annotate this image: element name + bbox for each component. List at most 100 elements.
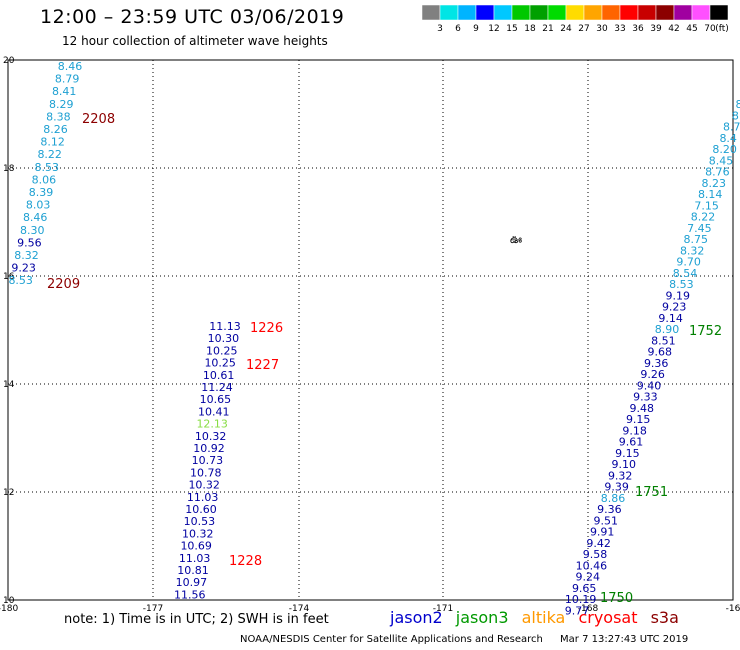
swh-value-1226: 10.97 bbox=[176, 576, 208, 589]
x-tick-label: -171 bbox=[433, 604, 453, 614]
legend-label: 15 bbox=[506, 24, 517, 34]
swh-value-1750: 9.10 bbox=[612, 458, 637, 471]
swh-value-1750: 8.75 bbox=[684, 233, 709, 246]
legend-swatch bbox=[655, 4, 675, 21]
legend-label: 39 bbox=[650, 24, 662, 34]
legend-label: 30 bbox=[596, 24, 608, 34]
swh-value-1750: 8.22 bbox=[691, 211, 716, 224]
swh-value-2208: 8.53 bbox=[8, 274, 33, 287]
swh-value-1750: 8.45 bbox=[709, 154, 734, 167]
swh-value-1750: 9.32 bbox=[608, 469, 633, 482]
legend-swatch bbox=[439, 4, 459, 21]
legend-swatch bbox=[475, 4, 495, 21]
swh-value-1226: 10.69 bbox=[180, 540, 212, 553]
legend-label: 24 bbox=[560, 24, 572, 34]
y-tick-label: 18 bbox=[3, 164, 15, 174]
swh-value-1226: 10.32 bbox=[182, 527, 214, 540]
swh-value-1226: 10.78 bbox=[190, 466, 222, 479]
legend-swatch bbox=[547, 4, 567, 21]
swh-value-1750: 9.40 bbox=[637, 379, 662, 392]
x-tick-label: -16 bbox=[726, 604, 740, 614]
swh-value-1226: 10.81 bbox=[177, 564, 209, 577]
swh-value-1750: 8.90 bbox=[655, 323, 680, 336]
credit-line: NOAA/NESDIS Center for Satellite Applica… bbox=[240, 634, 688, 645]
swh-value-1750: 7.45 bbox=[687, 222, 712, 235]
swh-value-1750: 9.19 bbox=[666, 289, 691, 302]
credit-text: NOAA/NESDIS Center for Satellite Applica… bbox=[240, 634, 543, 645]
legend-label: 42 bbox=[668, 24, 679, 34]
x-tick-label: -180 bbox=[0, 604, 18, 614]
swh-value-1226: 10.32 bbox=[188, 479, 220, 492]
x-tick-label: -168 bbox=[578, 604, 599, 614]
swh-value-1750: 8.7 bbox=[723, 121, 740, 134]
sat-jason2: jason2 bbox=[390, 608, 443, 627]
legend-swatch bbox=[565, 4, 585, 21]
sat-cryosat: cryosat bbox=[578, 608, 638, 627]
y-tick-label: 10 bbox=[3, 596, 15, 606]
time-label-1227: 1227 bbox=[246, 358, 279, 373]
swh-value-1750: 9.15 bbox=[615, 447, 640, 460]
legend-label: 27 bbox=[578, 24, 589, 34]
legend-label: 9 bbox=[473, 24, 479, 34]
swh-value-2208: 8.26 bbox=[43, 123, 68, 136]
swh-value-1226: 12.13 bbox=[196, 418, 228, 431]
swh-value-1750: 9.15 bbox=[626, 413, 651, 426]
swh-value-1750: 9.65 bbox=[572, 582, 597, 595]
swh-value-2208: 8.79 bbox=[55, 73, 80, 86]
chart-title: 12:00 – 23:59 UTC 03/06/2019 bbox=[40, 6, 345, 28]
swh-value-2208: 8.41 bbox=[52, 85, 77, 98]
swh-value-1750: 8.76 bbox=[705, 166, 730, 179]
y-tick-label: 20 bbox=[3, 56, 15, 66]
y-tick-label: 14 bbox=[3, 380, 15, 390]
legend-label: 6 bbox=[455, 24, 461, 34]
swh-value-1750: 9.33 bbox=[633, 391, 658, 404]
swh-value-1226: 10.92 bbox=[193, 442, 225, 455]
swh-value-1226: 11.56 bbox=[174, 588, 206, 601]
legend-label: 45 bbox=[686, 24, 697, 34]
swh-value-1750: 9.68 bbox=[648, 346, 673, 359]
swh-value-2208: 8.32 bbox=[14, 249, 39, 262]
swh-value-1750: 10.46 bbox=[576, 559, 608, 572]
plot-frame bbox=[7, 59, 734, 601]
island-marker: ఊ bbox=[510, 233, 522, 246]
swh-value-1750: 8.20 bbox=[712, 143, 737, 156]
time-label-2209: 2209 bbox=[47, 277, 80, 292]
swh-value-1226: 10.53 bbox=[184, 515, 216, 528]
swh-value-2208: 8.22 bbox=[37, 148, 62, 161]
satellite-legend: jason2 jason3 altika cryosat s3a bbox=[390, 608, 687, 627]
x-tick-label: -177 bbox=[143, 604, 163, 614]
swh-value-1226: 10.32 bbox=[195, 430, 227, 443]
swh-value-1750: 9.48 bbox=[630, 402, 655, 415]
swh-value-1750: 8.32 bbox=[680, 244, 705, 257]
swh-value-1226: 11.24 bbox=[201, 381, 233, 394]
legend-swatch bbox=[601, 4, 621, 21]
swh-value-2208: 8.46 bbox=[58, 60, 83, 73]
swh-value-2208: 8.12 bbox=[40, 136, 65, 149]
time-label-1751: 1751 bbox=[635, 485, 668, 500]
swh-value-1226: 10.73 bbox=[192, 454, 224, 467]
swh-value-1226: 10.30 bbox=[208, 332, 240, 345]
swh-value-1226: 11.13 bbox=[209, 320, 241, 333]
swh-value-1750: 9.58 bbox=[583, 548, 608, 561]
swh-value-1750: 9.14 bbox=[658, 312, 683, 325]
swh-value-1750: 8.54 bbox=[673, 267, 698, 280]
time-label-1226: 1226 bbox=[250, 321, 283, 336]
swh-value-2208: 8.30 bbox=[20, 224, 45, 237]
swh-value-1750: 8.23 bbox=[702, 177, 727, 190]
swh-value-2208: 8.53 bbox=[35, 161, 60, 174]
time-label-1750: 1750 bbox=[600, 591, 633, 606]
swh-value-1226: 11.03 bbox=[179, 552, 211, 565]
legend-swatch bbox=[583, 4, 603, 21]
sat-s3a: s3a bbox=[650, 608, 679, 627]
swh-value-1750: 8.14 bbox=[698, 188, 723, 201]
legend-label: 36 bbox=[632, 24, 644, 34]
legend-swatch bbox=[493, 4, 513, 21]
swh-value-1750: 8.53 bbox=[669, 278, 694, 291]
swh-value-1750: 9.36 bbox=[644, 357, 669, 370]
swh-value-2208: 8.03 bbox=[26, 199, 51, 212]
y-tick-label: 16 bbox=[3, 272, 15, 282]
swh-value-1750: 7.15 bbox=[694, 199, 719, 212]
swh-value-2208: 8.38 bbox=[46, 110, 71, 123]
swh-value-1750: 9.39 bbox=[604, 481, 629, 494]
